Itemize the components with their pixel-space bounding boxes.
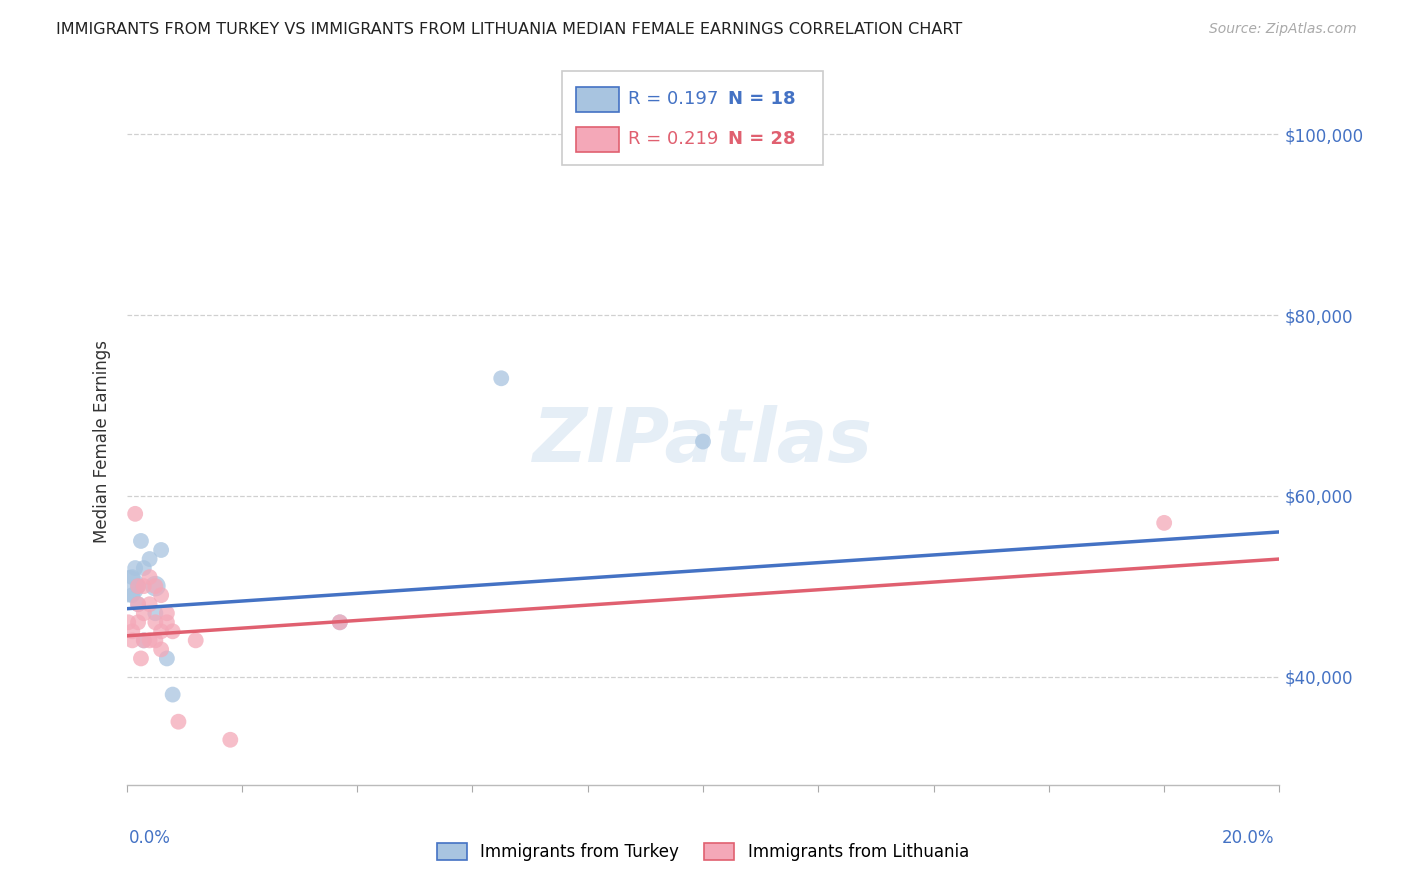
Point — [489, 371, 512, 385]
Point — [127, 615, 149, 630]
Point — [121, 588, 143, 602]
Text: Source: ZipAtlas.com: Source: ZipAtlas.com — [1209, 22, 1357, 37]
Point — [138, 552, 160, 566]
Point — [129, 533, 152, 548]
Point — [121, 570, 143, 584]
Point — [156, 607, 179, 621]
Point — [145, 579, 166, 593]
Point — [127, 597, 149, 611]
Point — [1153, 516, 1175, 530]
Point — [150, 588, 173, 602]
Y-axis label: Median Female Earnings: Median Female Earnings — [93, 340, 111, 543]
Legend: Immigrants from Turkey, Immigrants from Lithuania: Immigrants from Turkey, Immigrants from … — [429, 835, 977, 870]
Point — [138, 570, 160, 584]
Point — [145, 579, 166, 593]
Point — [121, 624, 143, 639]
Text: IMMIGRANTS FROM TURKEY VS IMMIGRANTS FROM LITHUANIA MEDIAN FEMALE EARNINGS CORRE: IMMIGRANTS FROM TURKEY VS IMMIGRANTS FRO… — [56, 22, 963, 37]
Point — [138, 597, 160, 611]
Point — [150, 543, 173, 558]
Point — [150, 642, 173, 657]
Text: R = 0.197: R = 0.197 — [628, 90, 718, 108]
Text: 20.0%: 20.0% — [1222, 829, 1274, 847]
Point — [692, 434, 714, 449]
Point — [127, 597, 149, 611]
Point — [145, 615, 166, 630]
Point — [329, 615, 352, 630]
Point — [162, 624, 184, 639]
Point — [117, 579, 139, 593]
Point — [219, 732, 242, 747]
Point — [132, 633, 155, 648]
Point — [145, 607, 166, 621]
Point — [127, 579, 149, 593]
Point — [184, 633, 207, 648]
Point — [162, 688, 184, 702]
Text: N = 18: N = 18 — [728, 90, 796, 108]
Point — [156, 651, 179, 665]
Point — [132, 633, 155, 648]
Point — [132, 607, 155, 621]
Point — [127, 579, 149, 593]
Point — [124, 507, 146, 521]
Point — [167, 714, 190, 729]
Point — [117, 615, 139, 630]
Text: 0.0%: 0.0% — [129, 829, 172, 847]
Point — [145, 633, 166, 648]
Point — [156, 615, 179, 630]
Point — [124, 561, 146, 575]
Point — [329, 615, 352, 630]
Text: ZIPatlas: ZIPatlas — [533, 405, 873, 478]
Point — [132, 579, 155, 593]
Point — [138, 633, 160, 648]
Text: N = 28: N = 28 — [728, 130, 796, 148]
Text: R = 0.219: R = 0.219 — [628, 130, 718, 148]
Point — [129, 651, 152, 665]
Point — [150, 624, 173, 639]
Point — [132, 561, 155, 575]
Point — [121, 633, 143, 648]
